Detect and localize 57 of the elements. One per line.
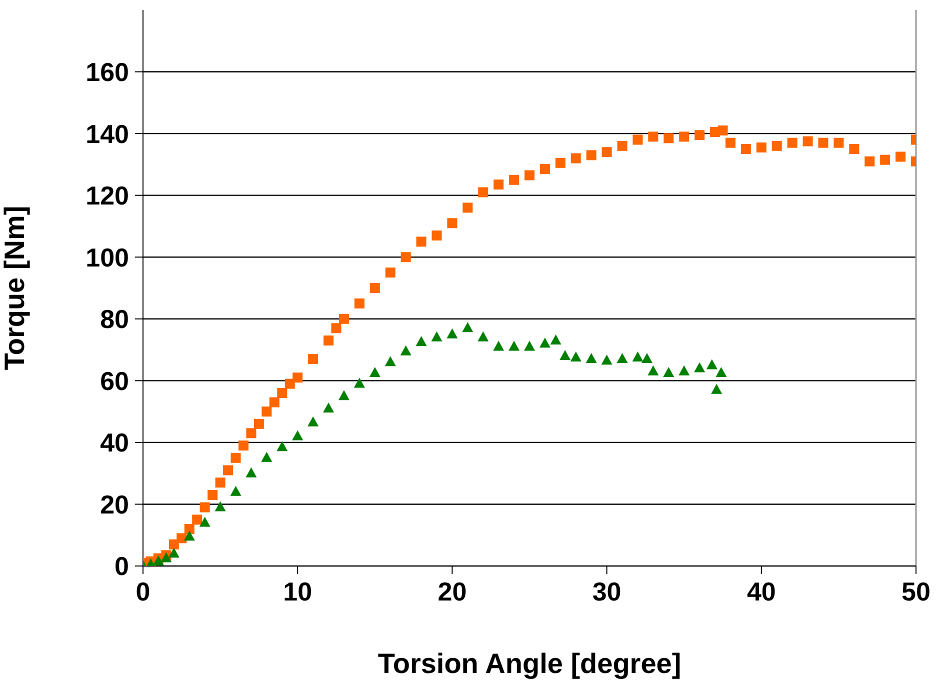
point (586, 353, 597, 364)
point (276, 441, 288, 452)
point (184, 530, 195, 541)
y-tick-label: 120 (86, 180, 129, 211)
y-tick-label: 20 (100, 489, 129, 520)
point (369, 366, 380, 377)
point (338, 390, 350, 400)
x-tick-label: 30 (592, 576, 622, 606)
point (462, 322, 474, 332)
point (214, 501, 226, 512)
point (706, 359, 718, 370)
point (711, 384, 722, 394)
point (716, 366, 727, 377)
point (230, 486, 242, 496)
point (308, 416, 319, 426)
y-axis-title: Torque [Nm] (0, 206, 30, 370)
point (632, 352, 644, 362)
y-tick-label: 100 (86, 242, 129, 272)
point (323, 402, 334, 412)
point (678, 365, 690, 376)
point (648, 365, 659, 376)
x-tick-label: 0 (136, 576, 150, 606)
point (478, 331, 489, 342)
y-tick-label: 160 (86, 57, 129, 88)
point (641, 353, 652, 364)
point (550, 334, 562, 345)
x-tick-label: 50 (902, 576, 930, 606)
point (199, 516, 210, 527)
point (601, 354, 612, 365)
point (416, 336, 427, 346)
point (570, 352, 582, 362)
point (524, 340, 535, 351)
y-tick-label: 140 (86, 118, 129, 149)
y-tick-label: 0 (114, 551, 129, 582)
point (246, 467, 257, 478)
point (400, 345, 412, 356)
point (560, 350, 571, 360)
y-tick-label: 80 (100, 304, 129, 334)
point (354, 378, 365, 388)
point (168, 548, 180, 558)
y-tick-label: 40 (100, 428, 129, 458)
point (616, 353, 628, 364)
point (384, 356, 396, 366)
point (694, 362, 706, 372)
point (261, 452, 272, 462)
point (446, 328, 458, 338)
x-tick-label: 20 (438, 576, 467, 606)
point (493, 340, 504, 351)
point (292, 430, 304, 440)
point (508, 340, 520, 351)
x-tick-label: 10 (283, 576, 312, 606)
point (663, 366, 674, 377)
x-axis-title: Torsion Angle [degree] (378, 648, 682, 679)
point (431, 331, 442, 342)
point (539, 338, 550, 348)
x-tick-label: 40 (746, 576, 776, 606)
y-tick-label: 60 (100, 366, 129, 396)
